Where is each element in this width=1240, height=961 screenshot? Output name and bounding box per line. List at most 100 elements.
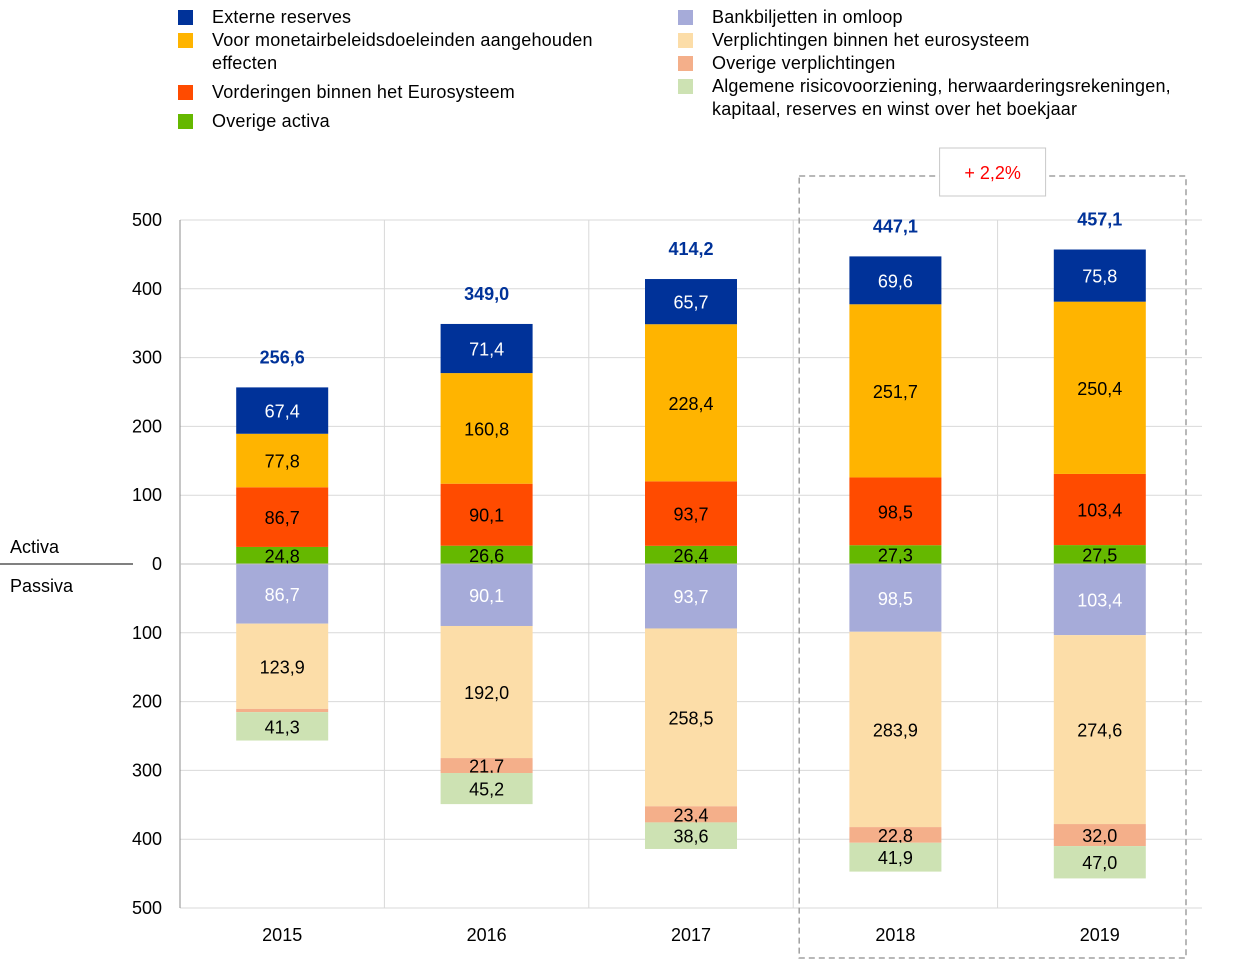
bar-value-label: 123,9	[260, 657, 305, 677]
bar-value-label: 27,3	[878, 546, 913, 566]
legend-label: Verplichtingen binnen het eurosysteem	[712, 30, 1030, 50]
bar-segment-asset	[1053, 249, 1146, 302]
legend-label: Externe reserves	[212, 7, 352, 27]
bar-segment-liability	[440, 773, 533, 805]
legend-item: Vorderingen binnen het Eurosysteem	[178, 81, 648, 104]
bar-value-label: 98,5	[878, 502, 913, 522]
y-tick-label: 300	[132, 348, 162, 368]
bar-segment-asset	[645, 545, 737, 564]
y-tick-label: 300	[132, 760, 162, 780]
bar-value-label: 65,7	[673, 293, 708, 313]
bar-value-label: 250,4	[1077, 379, 1122, 399]
bar-value-label: 93,7	[673, 505, 708, 525]
bar-segment-asset	[236, 546, 329, 564]
y-tick-label: 400	[132, 279, 162, 299]
bar-segment-asset	[440, 373, 533, 484]
bar-segment-liability	[645, 806, 737, 823]
y-tick-label: 0	[152, 554, 162, 574]
bar-value-label: 90,1	[469, 506, 504, 526]
bar-total-label: 256,6	[260, 347, 305, 367]
bar-segment-liability	[440, 625, 533, 759]
bar-segment-asset	[1053, 473, 1146, 546]
growth-callout-box	[939, 147, 1047, 197]
bar-value-label: 258,5	[668, 708, 713, 728]
legend-swatch	[678, 33, 693, 48]
bar-value-label: 274,6	[1077, 721, 1122, 741]
legend-left: Externe reserves Voor monetairbeleidsdoel…	[178, 6, 648, 133]
bar-value-label: 75,8	[1082, 267, 1117, 287]
bar-value-label: 27,5	[1082, 546, 1117, 566]
bar-segment-asset	[236, 433, 329, 488]
bar-value-label: 21,7	[469, 757, 504, 777]
y-tick-label: 400	[132, 829, 162, 849]
legend-swatch	[678, 56, 693, 71]
bar-segment-asset	[440, 323, 533, 374]
legend-label: Algemene risicovoorziening, herwaarderin…	[712, 76, 1171, 119]
bar-value-label: 93,7	[673, 587, 708, 607]
legend-label: Overige activa	[212, 111, 330, 131]
bar-segment-asset	[440, 483, 533, 546]
bar-value-label: 32,0	[1082, 826, 1117, 846]
bar-value-label: 192,0	[464, 683, 509, 703]
bar-segment-liability	[236, 712, 329, 741]
bar-total-label: 414,2	[668, 239, 713, 259]
y-tick-label: 200	[132, 692, 162, 712]
bar-segment-asset	[849, 545, 942, 564]
legend-item: Bankbiljetten in omloop	[678, 6, 1233, 29]
bar-value-label: 71,4	[469, 340, 504, 360]
bar-value-label: 26,4	[673, 546, 708, 566]
bar-value-label: 103,4	[1077, 501, 1122, 521]
bar-segment-liability	[1053, 564, 1146, 636]
legend-item: Overige verplichtingen	[678, 52, 1233, 75]
legend-right: Bankbiljetten in omloop Verplichtingen bi…	[678, 6, 1233, 121]
bar-value-label: 228,4	[668, 394, 713, 414]
bar-segment-liability	[849, 564, 942, 632]
legend-swatch	[178, 33, 193, 48]
x-tick-label: 2018	[875, 925, 915, 945]
bar-value-label: 160,8	[464, 419, 509, 439]
legend-item: Overige activa	[178, 110, 648, 133]
y-tick-label: 500	[132, 898, 162, 918]
bar-segment-liability	[1053, 846, 1146, 879]
legend-label: Voor monetairbeleidsdoeleinden aangehoud…	[212, 30, 593, 73]
bar-segment-asset	[849, 477, 942, 546]
bar-segment-liability	[645, 564, 737, 629]
growth-callout-text: + 2,2%	[964, 163, 1021, 183]
bar-segment-liability	[236, 623, 329, 709]
bar-segment-liability	[440, 758, 533, 774]
bar-segment-liability	[236, 564, 329, 624]
bar-value-label: 41,3	[265, 717, 300, 737]
bar-value-label: 86,7	[265, 508, 300, 528]
bar-value-label: 24,8	[265, 546, 300, 566]
bar-segment-liability	[849, 842, 942, 872]
activa-label: Activa	[10, 537, 60, 557]
bar-value-label: 38,6	[673, 827, 708, 847]
bar-segment-asset	[236, 387, 329, 434]
bar-segment-liability	[645, 822, 737, 849]
legend-item: Voor monetairbeleidsdoeleinden aangehoud…	[178, 29, 648, 75]
legend-swatch	[178, 85, 193, 100]
bar-value-label: 22,8	[878, 826, 913, 846]
bar-segment-asset	[1053, 301, 1146, 474]
bar-value-label: 86,7	[265, 585, 300, 605]
bar-value-label: 283,9	[873, 720, 918, 740]
bar-value-label: 69,6	[878, 271, 913, 291]
bar-segment-liability	[645, 628, 737, 807]
legend-label: Overige verplichtingen	[712, 53, 896, 73]
bar-segment-asset	[440, 545, 533, 564]
y-tick-label: 500	[132, 210, 162, 230]
x-tick-label: 2019	[1080, 925, 1120, 945]
y-tick-label: 100	[132, 485, 162, 505]
bar-value-label: 67,4	[265, 402, 300, 422]
bar-segment-liability	[849, 631, 942, 828]
bar-total-label: 447,1	[873, 216, 918, 236]
legend-swatch	[678, 10, 693, 25]
legend-item: Algemene risicovoorziening, herwaarderin…	[678, 75, 1233, 121]
bar-value-label: 41,9	[878, 848, 913, 868]
bar-value-label: 98,5	[878, 589, 913, 609]
legend-label: Bankbiljetten in omloop	[712, 7, 903, 27]
bar-value-label: 103,4	[1077, 591, 1122, 611]
bar-value-label: 23,4	[673, 805, 708, 825]
bar-segment-asset	[849, 304, 942, 478]
